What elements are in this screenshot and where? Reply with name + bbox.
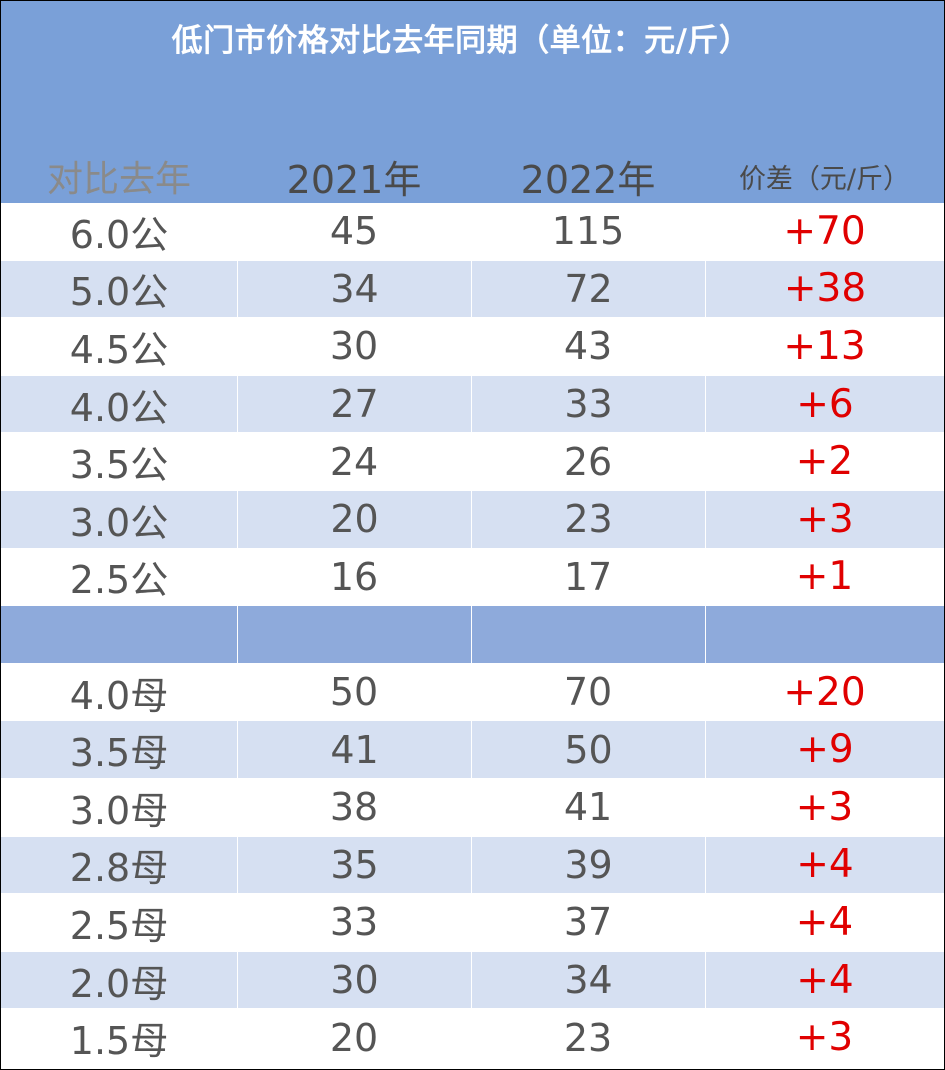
price-2022-cell: 41 xyxy=(563,785,613,830)
spec-cell: 4.0母 xyxy=(69,673,169,718)
price-diff-cell: +1 xyxy=(795,554,854,600)
price-2021-cell: 45 xyxy=(329,209,379,254)
column-header-spec: 对比去年 xyxy=(46,159,191,200)
price-diff-cell: +6 xyxy=(705,375,944,433)
price-diff-cell: +20 xyxy=(783,669,866,715)
table-title: 低门市价格对比去年同期（单位：元/斤） xyxy=(171,23,751,59)
price-2022-cell: 37 xyxy=(563,900,613,945)
price-2021-cell: 20 xyxy=(329,1015,379,1060)
price-diff-cell: +70 xyxy=(783,208,866,254)
spec-cell: 6.0公 xyxy=(69,212,169,257)
spec-cell: 5.0公 xyxy=(69,270,169,315)
price-diff-cell: +4 xyxy=(705,951,944,1009)
price-diff-cell: +2 xyxy=(795,439,854,485)
price-diff-cell: +3 xyxy=(795,1015,854,1061)
table-row: 2.5母 33 37 +4 xyxy=(1,894,944,952)
price-diff-cell: +3 xyxy=(705,490,944,548)
section-separator-row xyxy=(1,606,944,664)
price-diff-cell: +4 xyxy=(795,899,854,945)
price-2022-cell: 23 xyxy=(471,490,705,548)
price-2021-cell: 34 xyxy=(237,260,471,318)
price-2021-cell: 30 xyxy=(329,324,379,369)
price-2022-cell: 43 xyxy=(563,324,613,369)
price-diff-cell: +3 xyxy=(795,784,854,830)
table-row: 5.0公 34 72 +38 xyxy=(1,260,944,319)
separator-cell xyxy=(237,606,471,663)
table-row: 4.0母 50 70 +20 xyxy=(1,663,944,722)
table-row: 4.5公 30 43 +13 xyxy=(1,318,944,376)
spec-cell: 3.5公 xyxy=(69,443,169,488)
price-diff-cell: +38 xyxy=(705,260,944,318)
price-2022-cell: 17 xyxy=(563,554,613,599)
price-2021-cell: 38 xyxy=(329,785,379,830)
price-2022-cell: 50 xyxy=(471,721,705,778)
table-header: 低门市价格对比去年同期（单位：元/斤） 对比去年 2021年 2022年 价差（… xyxy=(1,1,944,203)
table-row: 3.0母 38 41 +3 xyxy=(1,778,944,837)
spec-cell: 4.0公 xyxy=(69,385,169,430)
column-header-2022: 2022年 xyxy=(520,157,656,202)
price-2021-cell: 24 xyxy=(329,439,379,484)
price-diff-cell: +13 xyxy=(783,323,866,369)
price-2021-cell: 33 xyxy=(329,900,379,945)
price-2022-cell: 34 xyxy=(471,951,705,1009)
spec-cell: 2.5公 xyxy=(69,558,169,603)
table-row: 3.5母 41 50 +9 xyxy=(1,721,944,779)
table-row: 4.0公 27 33 +6 xyxy=(1,375,944,434)
table-row: 1.5母 20 23 +3 xyxy=(1,1009,944,1067)
price-2022-cell: 72 xyxy=(471,260,705,318)
spec-cell: 3.5母 xyxy=(69,731,169,776)
price-diff-cell: +4 xyxy=(705,836,944,894)
spec-cell: 3.0公 xyxy=(69,500,169,545)
table-row: 2.5公 16 17 +1 xyxy=(1,548,944,607)
price-2022-cell: 39 xyxy=(471,836,705,894)
price-2022-cell: 115 xyxy=(551,209,625,254)
table-row: 6.0公 45 115 +70 xyxy=(1,203,944,261)
price-2021-cell: 50 xyxy=(329,670,379,715)
price-2021-cell: 20 xyxy=(237,490,471,548)
price-2021-cell: 30 xyxy=(237,951,471,1009)
spec-cell: 2.8母 xyxy=(69,846,169,891)
separator-cell xyxy=(471,606,705,663)
price-2021-cell: 16 xyxy=(329,554,379,599)
price-diff-cell: +9 xyxy=(705,721,944,778)
price-2021-cell: 41 xyxy=(237,721,471,778)
price-2022-cell: 70 xyxy=(563,670,613,715)
separator-cell xyxy=(705,606,944,663)
table-row: 3.0公 20 23 +3 xyxy=(1,490,944,549)
price-2022-cell: 33 xyxy=(471,375,705,433)
price-2022-cell: 26 xyxy=(563,439,613,484)
price-2022-cell: 23 xyxy=(563,1015,613,1060)
spec-cell: 1.5母 xyxy=(69,1019,169,1064)
spec-cell: 4.5公 xyxy=(69,327,169,372)
price-2021-cell: 27 xyxy=(237,375,471,433)
column-header-diff: 价差（元/斤） xyxy=(738,163,911,195)
spec-cell: 2.5母 xyxy=(69,903,169,948)
price-2021-cell: 35 xyxy=(237,836,471,894)
table-body: 6.0公 45 115 +70 5.0公 34 72 +38 4.5公 30 4… xyxy=(1,203,944,1067)
separator-cell xyxy=(1,606,237,663)
spec-cell: 3.0母 xyxy=(69,788,169,833)
column-header-2021: 2021年 xyxy=(286,157,422,202)
spec-cell: 2.0母 xyxy=(69,961,169,1006)
table-row: 2.0母 30 34 +4 xyxy=(1,951,944,1010)
table-row: 3.5公 24 26 +2 xyxy=(1,433,944,491)
table-row: 2.8母 35 39 +4 xyxy=(1,836,944,895)
